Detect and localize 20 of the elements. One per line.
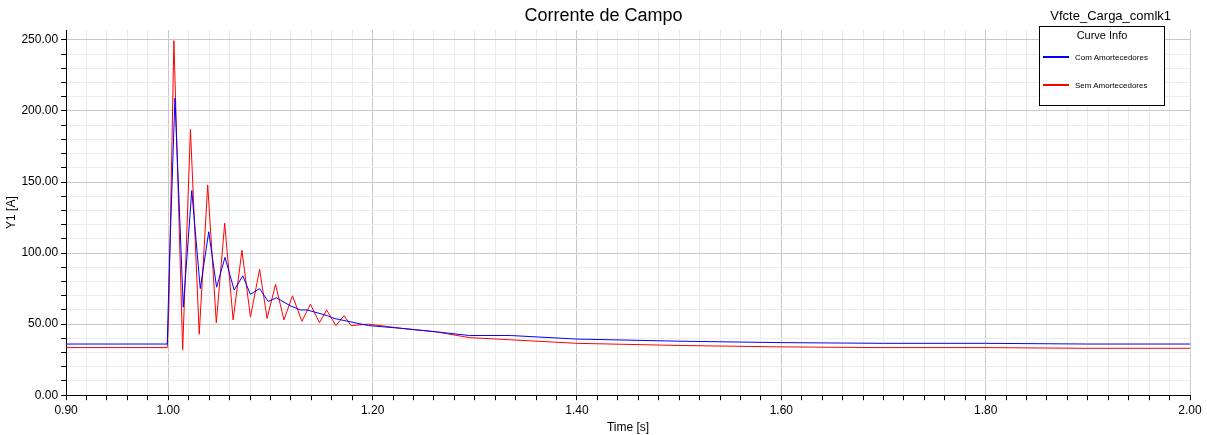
x-tick-label: 1.80 — [973, 402, 998, 417]
x-axis-title: Time [s] — [606, 420, 650, 435]
x-tick-label: 0.90 — [54, 402, 79, 417]
y-tick-label: 150.00 — [21, 174, 59, 189]
x-tick-label: 2.00 — [1178, 402, 1202, 417]
legend-label: Sem Amortecedores — [1075, 80, 1148, 90]
y-tick-label: 200.00 — [21, 103, 59, 118]
y-tick-label: 50.00 — [28, 316, 59, 331]
x-tick-label: 1.00 — [156, 402, 181, 417]
x-tick-label: 1.40 — [565, 402, 589, 417]
text: Vfcte_Carga_comlk1 — [1050, 8, 1171, 23]
y-axis-title: Y1 [A] — [3, 196, 18, 229]
legend-title: Curve Info — [1075, 28, 1129, 43]
x-tick-label: 1.60 — [769, 402, 794, 417]
chart-title: Corrente de Campo — [524, 5, 683, 25]
y-tick-label: 0.00 — [34, 387, 59, 402]
y-tick-label: 250.00 — [21, 32, 59, 47]
x-tick-label: 1.20 — [360, 402, 385, 417]
legend-label: Com Amortecedores — [1075, 52, 1148, 62]
y-tick-label: 100.00 — [21, 245, 59, 260]
